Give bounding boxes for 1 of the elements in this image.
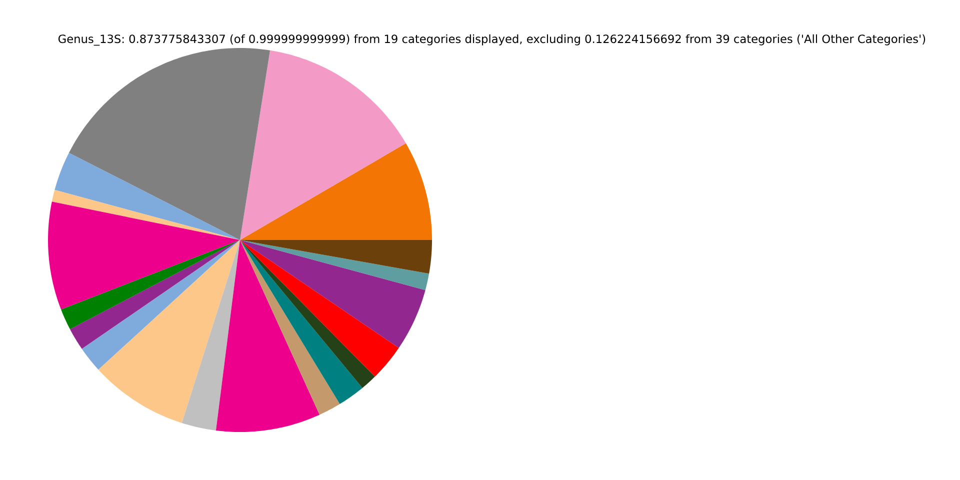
text: Genus_13S: 0.873775843307 (of 0.999999999999) from 19 categories displayed, excluding 0.126224156692 from 39 categories ('All Other Categories') [58, 34, 926, 46]
